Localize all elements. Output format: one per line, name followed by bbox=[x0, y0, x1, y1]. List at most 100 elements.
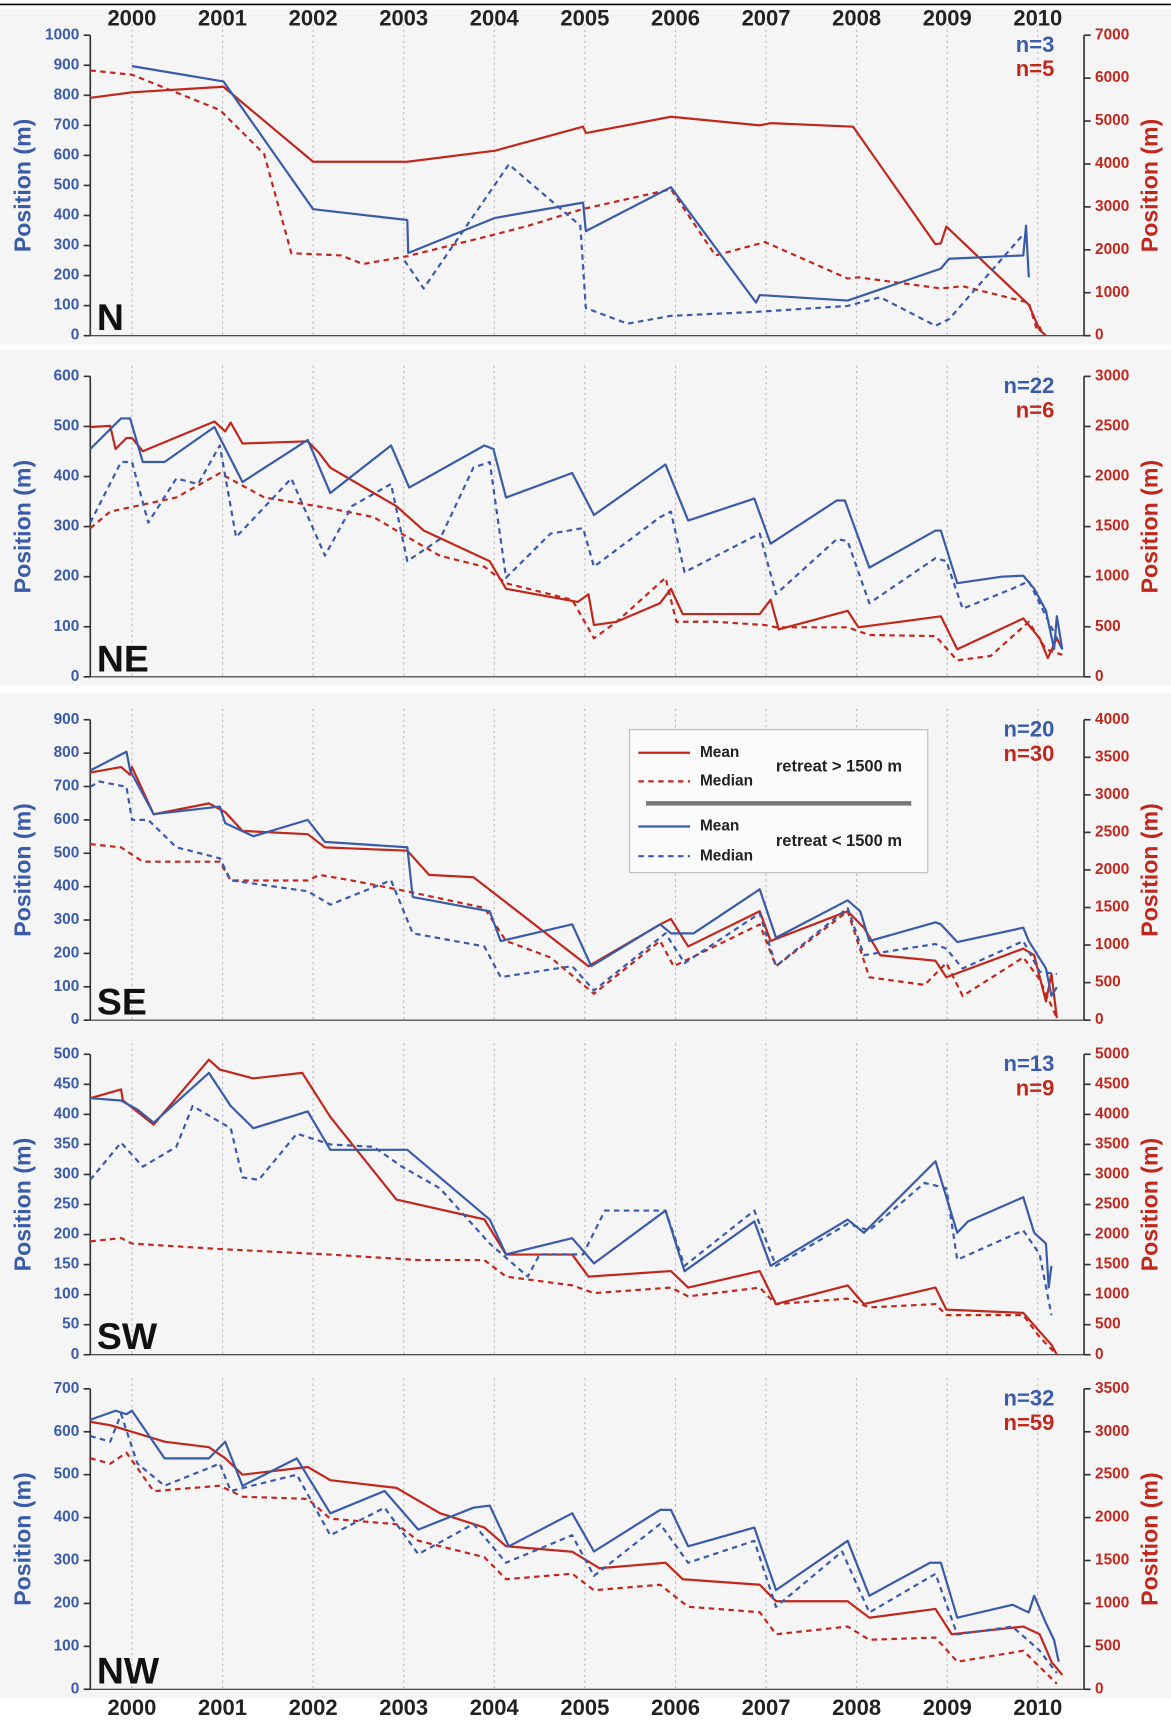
y-tick-label: 300 bbox=[54, 237, 80, 254]
sample-size: n=5 bbox=[1016, 56, 1055, 81]
x-tick-label: 2005 bbox=[560, 1695, 609, 1720]
series-line bbox=[90, 1236, 1058, 1356]
y-tick-label: 900 bbox=[54, 711, 80, 728]
y-tick-label: 100 bbox=[54, 1637, 80, 1654]
panel: 0501001502002503003504004505000500100015… bbox=[0, 1027, 1171, 1364]
y-tick-label: 0 bbox=[71, 1011, 80, 1028]
sample-size: n=6 bbox=[1016, 397, 1055, 422]
series-line bbox=[89, 1409, 1060, 1662]
y-tick-label: 100 bbox=[54, 1286, 80, 1303]
panel: 0 100 200 300 400 500 600 700 800 900 0 500 1000 1500… bbox=[0, 693, 1171, 1029]
x-tick-label: 2004 bbox=[470, 6, 520, 31]
y-tick-label: 700 bbox=[54, 116, 80, 133]
x-tick-label: 2006 bbox=[651, 1695, 700, 1720]
y-tick-label: 400 bbox=[54, 878, 80, 895]
y2-tick-label: 2000 bbox=[1095, 1509, 1129, 1526]
y-tick-label: 700 bbox=[54, 1380, 80, 1397]
sample-size: n=13 bbox=[1004, 1051, 1055, 1076]
x-tick-label: 2001 bbox=[198, 1695, 247, 1720]
y2-axis-label: Position (m) bbox=[1136, 460, 1162, 594]
y2-tick-label: 3000 bbox=[1095, 367, 1129, 384]
y2-tick-label: 0 bbox=[1095, 1346, 1104, 1363]
y-tick-label: 0 bbox=[71, 1680, 80, 1697]
x-tick-label: 2009 bbox=[923, 1695, 972, 1720]
y-tick-label: 100 bbox=[54, 618, 80, 635]
panel-background bbox=[0, 1027, 1171, 1364]
x-tick-label: 2006 bbox=[651, 6, 700, 31]
legend-label: Median bbox=[700, 847, 753, 864]
sample-size: n=59 bbox=[1004, 1410, 1055, 1435]
series-line bbox=[89, 1058, 1058, 1356]
y-tick-label: 0 bbox=[71, 1346, 80, 1363]
y-tick-label: 0 bbox=[71, 327, 80, 344]
x-tick-label: 2003 bbox=[379, 6, 428, 31]
x-tick-label: 2007 bbox=[742, 1695, 791, 1720]
series-line bbox=[90, 85, 1047, 337]
y-tick-label: 450 bbox=[54, 1075, 80, 1092]
sample-size: n=30 bbox=[1004, 741, 1055, 766]
sample-size: n=22 bbox=[1004, 373, 1055, 398]
y2-tick-label: 2500 bbox=[1095, 418, 1129, 435]
y2-tick-label: 3000 bbox=[1095, 198, 1129, 215]
series-line bbox=[90, 842, 1058, 1019]
x-tick-label: 2003 bbox=[379, 1695, 428, 1720]
y2-tick-label: 3000 bbox=[1095, 1166, 1129, 1183]
x-tick-label: 2010 bbox=[1013, 1695, 1062, 1720]
x-tick-label: 2010 bbox=[1013, 6, 1062, 31]
y2-tick-label: 2000 bbox=[1095, 861, 1129, 878]
y-tick-label: 800 bbox=[54, 744, 80, 761]
y2-tick-label: 4000 bbox=[1095, 711, 1129, 728]
y2-tick-label: 3500 bbox=[1095, 748, 1129, 765]
y2-tick-label: 2500 bbox=[1095, 1196, 1129, 1213]
y-tick-label: 100 bbox=[54, 978, 80, 995]
y2-tick-label: 3500 bbox=[1095, 1380, 1129, 1397]
y2-tick-label: 0 bbox=[1095, 668, 1104, 685]
x-tick-label: 2007 bbox=[742, 6, 791, 31]
x-tick-label: 2005 bbox=[560, 6, 609, 31]
x-tick-label: 2008 bbox=[832, 6, 881, 31]
y-tick-label: 600 bbox=[54, 367, 80, 384]
y2-tick-label: 500 bbox=[1095, 618, 1121, 635]
x-tick-label: 2009 bbox=[923, 6, 972, 31]
y2-tick-label: 6000 bbox=[1095, 69, 1129, 86]
sample-size: n=20 bbox=[1004, 717, 1055, 742]
y-tick-label: 0 bbox=[71, 668, 80, 685]
series-line bbox=[90, 420, 1064, 660]
series-line bbox=[89, 444, 1064, 650]
legend-label: Mean bbox=[700, 744, 739, 761]
y2-tick-label: 0 bbox=[1095, 1680, 1104, 1697]
x-tick-label: 2002 bbox=[289, 1695, 338, 1720]
x-tick-label: 2004 bbox=[470, 1695, 520, 1720]
y2-tick-label: 2000 bbox=[1095, 468, 1129, 485]
y-tick-label: 600 bbox=[54, 146, 80, 163]
x-tick-label: 2001 bbox=[198, 6, 247, 31]
y-tick-label: 500 bbox=[54, 418, 80, 435]
x-tick-label: 2008 bbox=[832, 1695, 881, 1720]
series-line bbox=[89, 750, 1058, 997]
y2-tick-label: 1000 bbox=[1095, 284, 1129, 301]
y-tick-label: 300 bbox=[54, 1166, 80, 1183]
y2-tick-label: 4000 bbox=[1095, 155, 1129, 172]
y2-axis-label: Position (m) bbox=[1136, 1138, 1162, 1272]
series-line bbox=[90, 69, 1045, 337]
y-axis-label: Position (m) bbox=[9, 1138, 35, 1272]
series-line bbox=[89, 1104, 1053, 1316]
y-tick-label: 500 bbox=[54, 844, 80, 861]
y-tick-label: 400 bbox=[54, 207, 80, 224]
y-tick-label: 500 bbox=[54, 176, 80, 193]
panel-label: NE bbox=[97, 637, 149, 679]
series-line bbox=[403, 163, 1025, 327]
y2-tick-label: 1500 bbox=[1095, 518, 1129, 535]
legend-label: Median bbox=[700, 772, 753, 789]
y-axis-label: Position (m) bbox=[9, 460, 35, 594]
x-tick-label: 2000 bbox=[107, 1695, 156, 1720]
y-tick-label: 400 bbox=[54, 468, 80, 485]
y2-tick-label: 1000 bbox=[1095, 1595, 1129, 1612]
y2-tick-label: 500 bbox=[1095, 1637, 1121, 1654]
panel-label: SW bbox=[97, 1315, 158, 1357]
y2-tick-label: 0 bbox=[1095, 1011, 1104, 1028]
y-tick-label: 400 bbox=[54, 1509, 80, 1526]
panel-label: NW bbox=[97, 1650, 160, 1692]
y-tick-label: 1000 bbox=[45, 26, 79, 43]
